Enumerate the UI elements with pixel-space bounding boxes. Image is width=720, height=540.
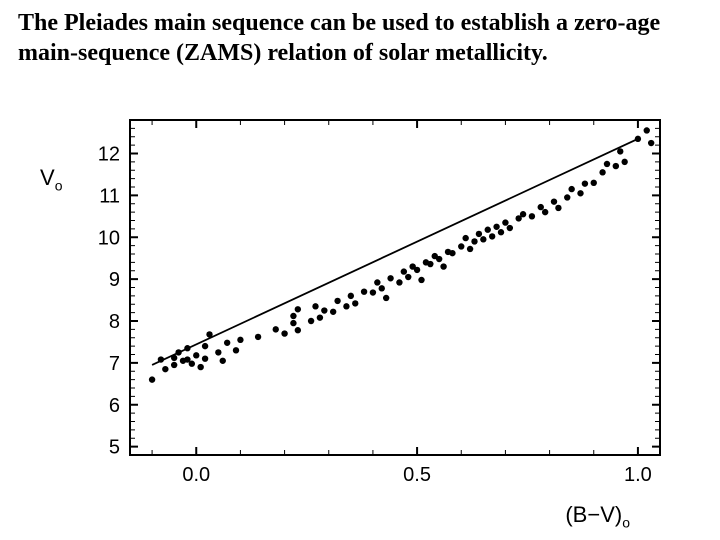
svg-text:11: 11 xyxy=(99,185,120,207)
svg-text:0.5: 0.5 xyxy=(403,464,431,486)
svg-text:9: 9 xyxy=(109,269,120,291)
svg-text:10: 10 xyxy=(98,227,120,249)
svg-text:5: 5 xyxy=(109,437,120,459)
y-axis-title: Vo xyxy=(40,165,62,193)
chart-svg: 0.0 0.5 1.0 5 6 7 8 9 10 11 12 xyxy=(40,110,680,520)
x-axis-title: (B−V)o xyxy=(565,502,630,530)
svg-text:8: 8 xyxy=(109,311,120,333)
svg-text:7: 7 xyxy=(109,353,120,375)
scatter-chart: Vo (B−V)o 0.0 0.5 1.0 5 6 7 8 9 10 11 12 xyxy=(40,110,680,530)
page-title: The Pleiades main sequence can be used t… xyxy=(18,8,702,68)
svg-text:12: 12 xyxy=(98,144,120,166)
svg-text:1.0: 1.0 xyxy=(624,464,652,486)
svg-text:6: 6 xyxy=(109,395,120,417)
svg-text:0.0: 0.0 xyxy=(182,464,210,486)
